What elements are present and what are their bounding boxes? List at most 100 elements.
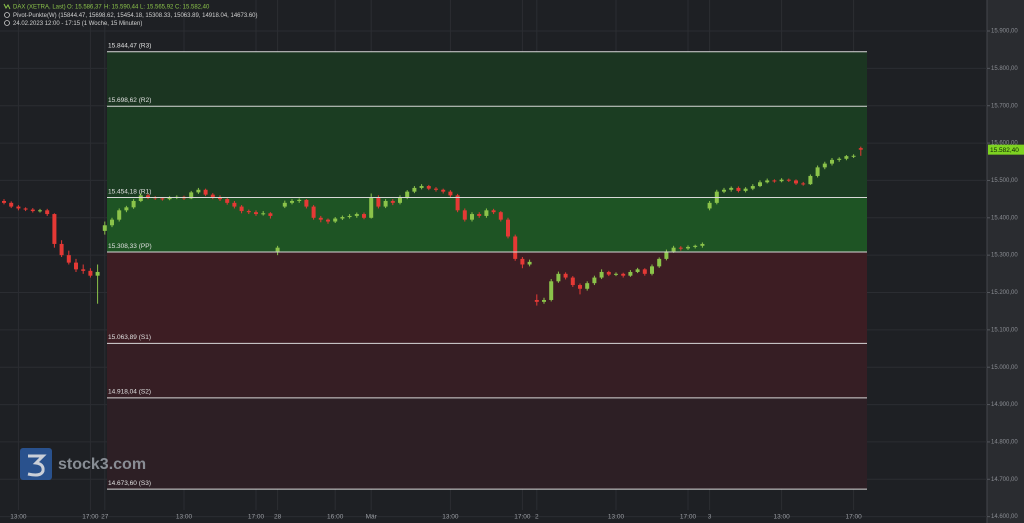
candle-body — [801, 183, 806, 185]
candle-body — [455, 195, 460, 211]
x-tick-label: 3 — [708, 514, 712, 521]
candles — [2, 146, 863, 306]
y-tick-label: 15.800,00 — [991, 66, 1018, 72]
last-price-label: 15.582,40 — [990, 147, 1019, 154]
candle-body — [66, 255, 71, 263]
y-tick-label: 14.700,00 — [991, 477, 1018, 483]
candle-body — [254, 212, 258, 215]
candle-body — [189, 192, 194, 199]
pivot-zone — [107, 397, 867, 490]
candle-body — [59, 243, 64, 256]
y-tick-label: 15.000,00 — [991, 365, 1018, 371]
candle-body — [434, 188, 438, 190]
candle-body — [621, 273, 626, 276]
candle-body — [290, 200, 294, 203]
y-tick-label: 15.900,00 — [991, 29, 1018, 35]
candle-body — [650, 266, 654, 274]
candle-body — [642, 269, 647, 274]
logo-mark — [27, 454, 47, 477]
candle-body — [491, 210, 496, 213]
candle-body — [750, 186, 755, 189]
candle-body — [426, 186, 431, 189]
candle-body — [498, 212, 503, 220]
candle-body — [794, 180, 798, 184]
candle-body — [45, 210, 50, 215]
pivot-label: 15.698,62 (R2) — [108, 97, 151, 104]
candle-body — [844, 156, 849, 159]
candle-body — [354, 214, 359, 216]
period-icon — [4, 20, 10, 26]
y-tick-label: 15.300,00 — [991, 253, 1018, 259]
pivot-label: 15.844,47 (R3) — [108, 42, 151, 49]
quote-high: H: 15.590,44 — [104, 5, 139, 11]
candle-body — [599, 271, 604, 278]
pivot-label: 15.308,33 (PP) — [108, 243, 152, 250]
candle-body — [2, 200, 6, 203]
x-tick-label: 17:00 — [845, 514, 862, 521]
pivot-zone — [107, 106, 867, 198]
x-tick-label: 13:00 — [442, 514, 459, 521]
pivot-label: 14.673,60 (S3) — [108, 480, 151, 487]
header: DAX (XETRA, Last) O: 15.586,37 H: 15.590… — [3, 3, 258, 27]
candle-body — [686, 246, 690, 249]
candle-body — [117, 210, 122, 220]
candle-body — [210, 194, 215, 198]
x-tick-label: 27 — [101, 514, 109, 521]
candle-body — [700, 243, 705, 246]
x-tick-label: 2 — [535, 514, 539, 521]
candle-body — [110, 219, 114, 226]
y-tick-label: 14.600,00 — [991, 514, 1018, 520]
candle-body — [441, 189, 446, 192]
y-tick-label: 15.400,00 — [991, 215, 1018, 221]
candle-body — [225, 199, 230, 203]
candle-body — [304, 199, 309, 207]
x-tick-label: 16:00 — [327, 514, 344, 521]
candle-body — [74, 262, 78, 270]
candle-body — [786, 179, 791, 181]
x-tick-label: 28 — [274, 514, 282, 521]
candle-body — [340, 217, 345, 219]
pivot-zone — [107, 252, 867, 344]
x-tick-label: 13:00 — [608, 514, 625, 521]
candle-body — [506, 219, 510, 237]
pivot-zone — [107, 197, 867, 253]
candle-body — [549, 281, 554, 300]
axes: 14.600,00 14.700,00 14.800,00 14.900,00 15.0… — [10, 29, 1024, 521]
candle-body — [268, 213, 273, 216]
candle-body — [261, 213, 266, 215]
candle-body — [664, 251, 669, 259]
candle-body — [822, 163, 827, 168]
candle-body — [614, 273, 618, 275]
candle-body — [419, 186, 424, 188]
quote-open: O: 15.586,37 — [67, 5, 102, 11]
candle-body — [772, 180, 777, 182]
candle-body — [102, 225, 107, 231]
candle-body — [542, 299, 546, 302]
x-tick-label: 13:00 — [773, 514, 790, 521]
candle-body — [218, 197, 222, 200]
x-tick-label: Mär — [366, 514, 378, 521]
x-tick-label: 13:00 — [10, 514, 27, 521]
pivot-label: 15.063,89 (S1) — [108, 334, 151, 341]
levels: 15.844,47 (R3) 15.698,62 (R2) 15.454,18 (R… — [107, 42, 867, 490]
candle-body — [729, 187, 734, 190]
candle-body — [333, 218, 338, 222]
y-tick-label: 15.100,00 — [991, 327, 1018, 333]
candle-body — [398, 197, 402, 203]
candle-body — [743, 188, 748, 191]
candle-body — [722, 189, 726, 192]
candle-body — [534, 299, 539, 302]
x-tick-label: 17:00 — [680, 514, 697, 521]
candle-body — [383, 200, 388, 207]
candle-body — [318, 217, 323, 220]
candle-body — [347, 215, 352, 218]
candle-body — [570, 277, 575, 286]
candle-body — [657, 258, 662, 267]
pivot-label: 15.454,18 (R1) — [108, 188, 151, 195]
candle-body — [815, 167, 820, 176]
candle-body — [275, 247, 280, 252]
candle-body — [448, 191, 453, 196]
watermark-text: stock3.com — [58, 456, 146, 473]
